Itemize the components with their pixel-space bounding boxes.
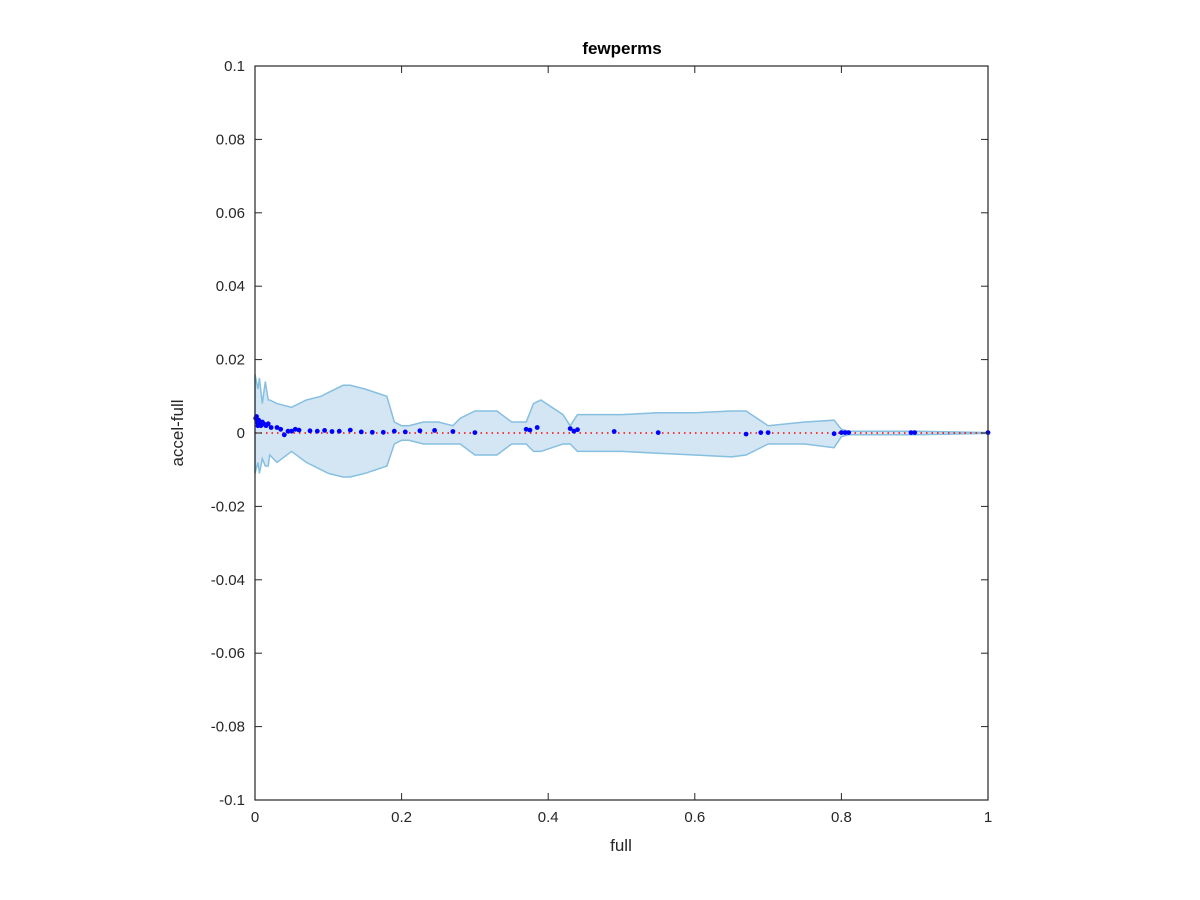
data-point — [765, 430, 771, 435]
data-point — [432, 428, 437, 433]
data-point — [472, 430, 478, 435]
y-tick-label: 0 — [237, 425, 245, 442]
data-point — [347, 427, 353, 433]
data-point — [329, 429, 335, 434]
data-point — [450, 429, 456, 434]
data-point — [527, 427, 533, 433]
data-point — [846, 430, 852, 435]
data-point — [369, 429, 375, 435]
data-point — [281, 432, 287, 438]
data-point — [534, 425, 540, 430]
data-point — [655, 430, 661, 435]
data-point — [314, 428, 320, 434]
data-point — [322, 428, 327, 433]
x-axis-label: full — [610, 836, 632, 855]
data-point — [391, 428, 397, 434]
y-tick-label: 0.1 — [224, 58, 245, 75]
data-point — [256, 417, 262, 423]
data-point — [285, 428, 291, 434]
data-point — [417, 428, 423, 434]
data-point — [912, 430, 918, 435]
data-point — [758, 430, 764, 435]
data-point — [743, 431, 749, 437]
data-point — [611, 429, 617, 434]
y-tick-label: 0.06 — [216, 205, 245, 222]
y-axis-ticks: -0.1 -0.08 -0.06 -0.04 -0.02 0 0.02 0.04 0.06 0.0… — [211, 58, 988, 809]
y-tick-label: -0.08 — [211, 719, 245, 736]
data-point — [571, 428, 577, 434]
x-tick-label: 0 — [251, 809, 259, 826]
data-point — [296, 427, 302, 433]
data-point — [831, 431, 837, 437]
data-point — [839, 430, 844, 435]
y-tick-label: -0.02 — [211, 498, 245, 515]
data-point — [265, 421, 271, 427]
data-point — [908, 430, 914, 435]
chart-title: fewperms — [582, 39, 661, 58]
data-point — [336, 428, 342, 434]
y-tick-label: 0.04 — [216, 278, 245, 295]
data-point — [567, 426, 573, 431]
y-tick-label: 0.02 — [216, 352, 245, 369]
data-point — [307, 428, 313, 434]
y-tick-label: -0.1 — [219, 792, 245, 809]
data-point — [274, 425, 280, 430]
data-point — [402, 429, 408, 435]
data-point — [268, 425, 274, 430]
x-tick-label: 0.4 — [538, 809, 559, 826]
y-axis-label: accel-full — [168, 399, 187, 466]
data-point — [289, 428, 294, 434]
data-point — [380, 429, 386, 435]
data-point — [358, 429, 364, 435]
y-tick-label: 0.08 — [216, 131, 245, 148]
x-tick-label: 0.8 — [831, 809, 852, 826]
x-tick-label: 1 — [984, 809, 992, 826]
data-point — [278, 426, 284, 432]
x-axis-ticks: 0 0.2 0.4 0.6 0.8 1 — [251, 66, 992, 826]
x-tick-label: 0.2 — [391, 809, 412, 826]
y-tick-label: -0.04 — [211, 572, 245, 589]
data-point — [523, 426, 529, 432]
data-points — [253, 414, 991, 438]
y-tick-label: -0.06 — [211, 645, 245, 662]
data-point — [575, 427, 580, 433]
x-tick-label: 0.6 — [684, 809, 705, 826]
data-point — [842, 430, 848, 435]
data-point — [292, 426, 298, 432]
